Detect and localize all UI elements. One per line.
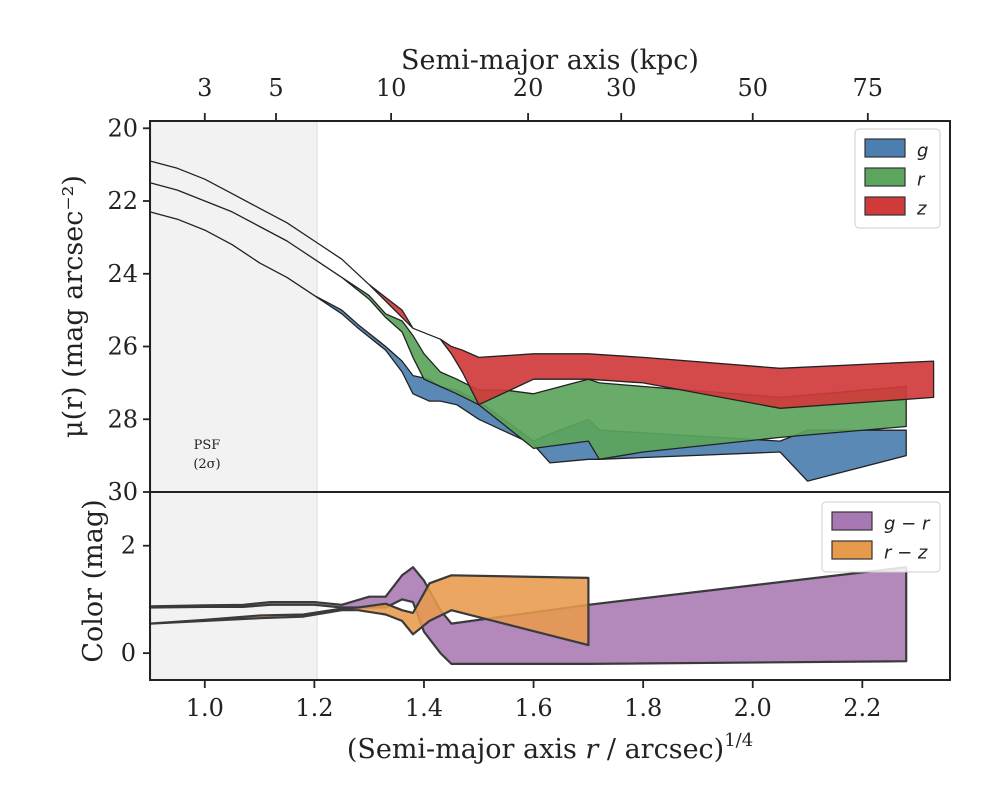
band-z — [149, 160, 935, 409]
x-tick-label-1.4: 1.4 — [405, 694, 443, 722]
legend-label-gr: g − r — [884, 514, 931, 535]
psf-shaded-region — [150, 120, 318, 681]
color-bands — [148, 566, 908, 666]
bottom-legend: g − r r − z — [821, 501, 941, 573]
band-g — [149, 211, 907, 482]
band-rz — [148, 574, 590, 647]
legend-swatch-z — [864, 196, 906, 216]
kpc-tick-label-20: 20 — [513, 74, 544, 102]
x-title-part-1: (Semi-major axis — [347, 734, 586, 765]
x-title-part-2: / arcsec) — [598, 734, 724, 765]
x-tick-label-1.0: 1.0 — [186, 694, 224, 722]
psf-sigma-label: (2σ) — [193, 457, 220, 472]
x-tick-label-1.2: 1.2 — [295, 694, 333, 722]
color-tick-label-0: 0 — [121, 639, 136, 667]
legend-swatch-g — [864, 138, 906, 158]
legend-label-rz: r − z — [884, 543, 928, 564]
legend-swatch-r — [864, 167, 906, 187]
y-tick-label-20: 20 — [107, 114, 138, 142]
legend-swatch-rz — [831, 540, 873, 560]
legend-label-z: z — [916, 199, 927, 220]
psf-label: PSF — [194, 438, 221, 453]
x-title-exponent: 1/4 — [724, 730, 753, 751]
x-tick-label-1.6: 1.6 — [514, 694, 552, 722]
bottom-x-axis-title: (Semi-major axis r / arcsec)1/4 — [347, 730, 753, 765]
top-axis-title: Semi-major axis (kpc) — [401, 45, 699, 76]
y-tick-label-30: 30 — [107, 478, 138, 506]
x-tick-label-2.0: 2.0 — [734, 694, 772, 722]
color-tick-label-2: 2 — [121, 532, 136, 560]
legend-swatch-gr — [831, 511, 873, 531]
top-kpc-ticks: 3 5 10 20 30 50 75 — [197, 74, 883, 121]
bottom-y-axis-title: Color (mag) — [78, 499, 109, 662]
surface-brightness-panel: 20 22 24 26 28 30 3 5 10 20 30 50 75 Semi-major axi… — [58, 45, 951, 506]
legend-label-g: g — [917, 141, 928, 162]
y-tick-label-28: 28 — [107, 405, 138, 433]
color-panel: 02 1.0 1.2 1.4 1.6 1.8 2.0 2.2 (Semi-major axi… — [78, 491, 951, 765]
kpc-tick-label-50: 50 — [737, 74, 768, 102]
surface-brightness-bands — [149, 160, 935, 482]
x-title-variable: r — [585, 734, 600, 765]
kpc-tick-label-3: 3 — [197, 74, 212, 102]
top-y-axis-title: μ(r) (mag arcsec⁻²) — [58, 175, 89, 438]
bottom-panel-x-ticks: 1.0 1.2 1.4 1.6 1.8 2.0 2.2 — [186, 680, 881, 722]
kpc-tick-label-5: 5 — [268, 74, 283, 102]
x-tick-label-2.2: 2.2 — [843, 694, 881, 722]
y-tick-label-22: 22 — [107, 187, 138, 215]
legend-label-r: r — [917, 170, 926, 191]
x-tick-label-1.8: 1.8 — [624, 694, 662, 722]
bottom-panel-y-ticks: 02 — [121, 532, 150, 667]
kpc-tick-label-10: 10 — [376, 74, 407, 102]
y-tick-label-26: 26 — [107, 333, 138, 361]
bottom-panel-frame — [149, 491, 951, 681]
kpc-tick-label-30: 30 — [606, 74, 637, 102]
top-legend: grz — [854, 128, 941, 229]
y-tick-label-24: 24 — [107, 260, 138, 288]
top-panel-y-ticks: 20 22 24 26 28 30 — [107, 114, 150, 506]
band-r — [149, 182, 907, 460]
kpc-tick-label-75: 75 — [853, 74, 884, 102]
